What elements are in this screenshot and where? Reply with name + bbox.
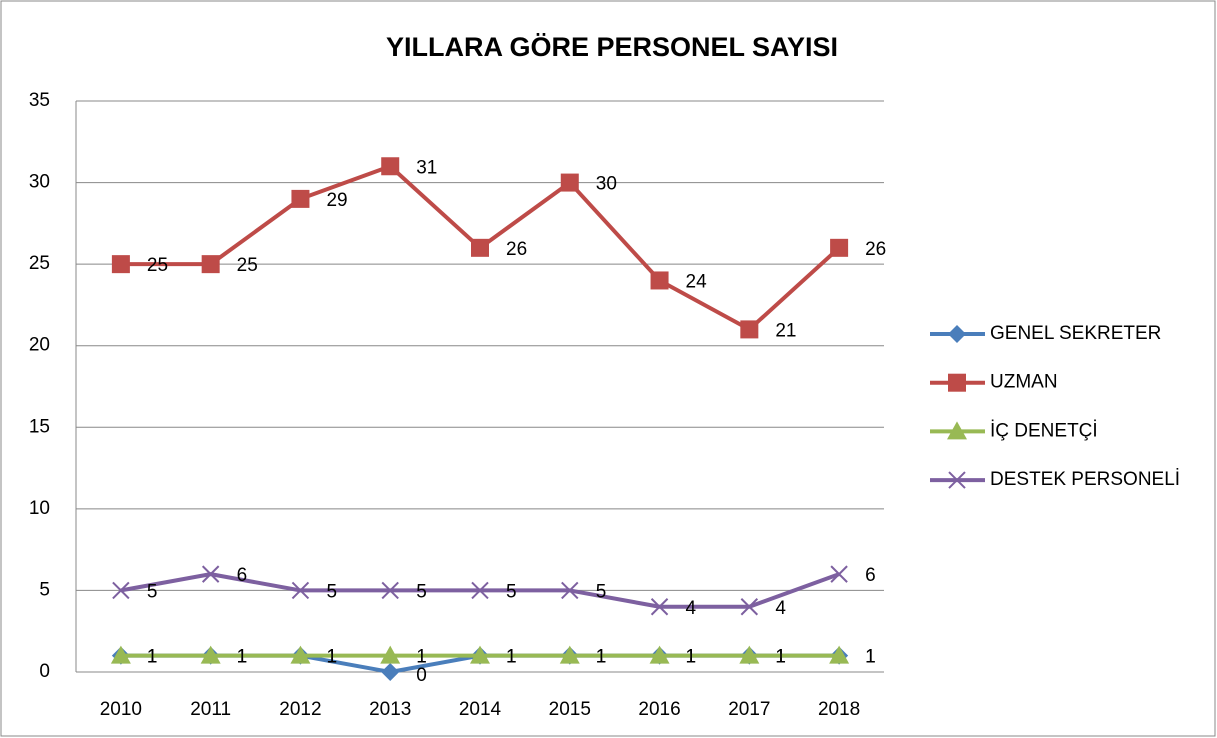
- data-label: 1: [865, 647, 876, 668]
- x-tick-label: 2015: [549, 699, 591, 720]
- legend-label: DESTEK PERSONELİ: [990, 469, 1180, 490]
- data-label: 4: [775, 598, 786, 619]
- y-tick-label: 20: [29, 335, 50, 356]
- legend-marker: [948, 471, 966, 489]
- data-label: 30: [596, 174, 617, 195]
- data-point: [381, 581, 399, 600]
- data-point: [291, 581, 310, 600]
- legend-label: UZMAN: [990, 372, 1058, 393]
- data-point: [201, 565, 220, 583]
- data-label: 1: [596, 647, 607, 668]
- data-point: [740, 320, 759, 339]
- data-point: [649, 645, 670, 664]
- data-label: 5: [326, 581, 337, 602]
- data-label: 25: [237, 255, 258, 276]
- data-point: [561, 581, 579, 600]
- legend-label: GENEL SEKRETER: [990, 323, 1161, 344]
- data-point: [739, 645, 760, 664]
- data-label: 31: [416, 157, 437, 178]
- data-label: 1: [865, 647, 876, 668]
- data-point: [110, 645, 131, 664]
- data-label: 24: [686, 271, 708, 292]
- data-label: 6: [237, 565, 248, 586]
- y-tick-label: 15: [29, 416, 50, 437]
- data-point: [470, 645, 490, 664]
- data-label: 1: [326, 647, 337, 668]
- chart-title: YILLARA GÖRE PERSONEL SAYISI: [386, 32, 838, 62]
- data-label: 5: [506, 581, 517, 602]
- data-point: [381, 663, 400, 681]
- data-point: [112, 581, 130, 600]
- data-point: [830, 238, 849, 257]
- data-label: 6: [865, 565, 876, 586]
- y-tick-label: 30: [29, 172, 50, 193]
- data-label: 5: [596, 581, 607, 602]
- data-label: 1: [775, 647, 786, 668]
- data-point: [200, 645, 221, 664]
- legend-label: İÇ DENETÇİ: [990, 420, 1098, 441]
- data-label: 25: [147, 255, 168, 276]
- data-point: [830, 565, 848, 583]
- data-point: [471, 238, 489, 257]
- data-point: [201, 255, 220, 274]
- y-tick-label: 10: [29, 498, 50, 519]
- data-point: [560, 173, 579, 192]
- data-label: 21: [775, 320, 796, 341]
- data-label: 5: [416, 581, 427, 602]
- x-tick-label: 2014: [459, 699, 502, 720]
- data-label: 4: [686, 598, 697, 619]
- data-label: 1: [416, 647, 427, 668]
- data-label: 26: [865, 239, 886, 260]
- data-label: 1: [686, 647, 697, 668]
- x-tick-label: 2016: [638, 699, 680, 720]
- legend-marker: [948, 373, 966, 392]
- legend-marker: [948, 325, 966, 343]
- data-point: [380, 645, 401, 664]
- x-tick-label: 2010: [100, 699, 142, 720]
- data-point: [291, 189, 310, 208]
- data-point: [740, 598, 759, 616]
- data-point: [650, 271, 669, 290]
- data-label: 5: [147, 581, 158, 602]
- x-tick-label: 2017: [728, 699, 770, 720]
- data-label: 26: [506, 239, 527, 260]
- data-point: [829, 645, 850, 664]
- x-tick-label: 2011: [190, 699, 231, 720]
- y-tick-label: 0: [39, 661, 50, 682]
- data-point: [111, 255, 130, 274]
- y-tick-label: 5: [39, 579, 50, 600]
- x-tick-label: 2013: [369, 699, 411, 720]
- data-point: [471, 581, 489, 600]
- data-label: 1: [237, 647, 248, 668]
- data-label: 1: [147, 647, 158, 668]
- legend-marker: [947, 421, 967, 440]
- x-tick-label: 2012: [279, 699, 321, 720]
- data-point: [381, 157, 400, 176]
- y-tick-label: 35: [29, 90, 50, 111]
- data-label: 1: [506, 647, 517, 668]
- y-tick-label: 25: [29, 253, 50, 274]
- data-point: [559, 645, 580, 664]
- data-point: [650, 598, 669, 616]
- x-tick-label: 2018: [818, 699, 860, 720]
- data-point: [290, 645, 311, 664]
- data-label: 0: [416, 665, 427, 686]
- data-label: 29: [326, 190, 347, 211]
